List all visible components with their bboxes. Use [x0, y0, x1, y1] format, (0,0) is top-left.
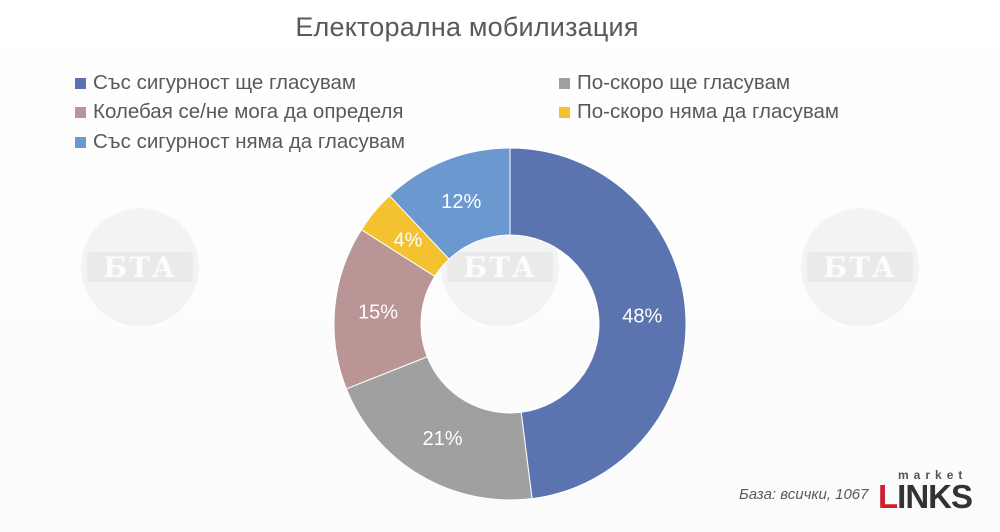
legend-item: По-скоро няма да гласувам [559, 100, 839, 124]
donut-slice [345, 356, 533, 501]
marketlinks-logo: market LINKS [878, 468, 988, 516]
logo-small-text: market [898, 468, 968, 482]
watermark-logo: БТА [81, 208, 199, 326]
legend-item: Със сигурност ще гласувам [75, 71, 356, 95]
legend-swatch [75, 77, 86, 89]
logo-first-letter: L [878, 478, 898, 515]
donut-slice [388, 147, 511, 260]
legend-label: По-скоро няма да гласувам [577, 100, 840, 123]
legend-swatch [559, 77, 570, 89]
data-label: 12% [441, 191, 481, 213]
data-label: 15% [358, 302, 398, 324]
data-label: 21% [423, 428, 463, 450]
donut-slice [333, 229, 436, 390]
base-note: База: всички, 1067 [739, 486, 869, 503]
legend-swatch [75, 106, 86, 118]
data-label: 4% [393, 230, 422, 252]
legend-label: По-скоро ще гласувам [577, 71, 791, 94]
legend-label: Колебая се/не мога да определя [93, 100, 404, 123]
logo-rest-letters: INKS [897, 478, 973, 515]
legend-swatch [75, 136, 86, 148]
legend-item: Със сигурност няма да гласувам [75, 130, 405, 154]
legend-label: Със сигурност няма да гласувам [93, 130, 405, 153]
legend-item: Колебая се/не мога да определя [75, 100, 404, 124]
legend-label: Със сигурност ще гласувам [93, 71, 356, 94]
watermark-logo: БТА [801, 208, 919, 326]
chart-title: Електорална мобилизация [295, 12, 639, 42]
logo-big-text: LINKS [878, 478, 973, 516]
data-label: 48% [622, 306, 662, 328]
donut-slice [509, 147, 687, 500]
legend-item: По-скоро ще гласувам [559, 71, 790, 95]
legend-swatch [559, 106, 570, 118]
